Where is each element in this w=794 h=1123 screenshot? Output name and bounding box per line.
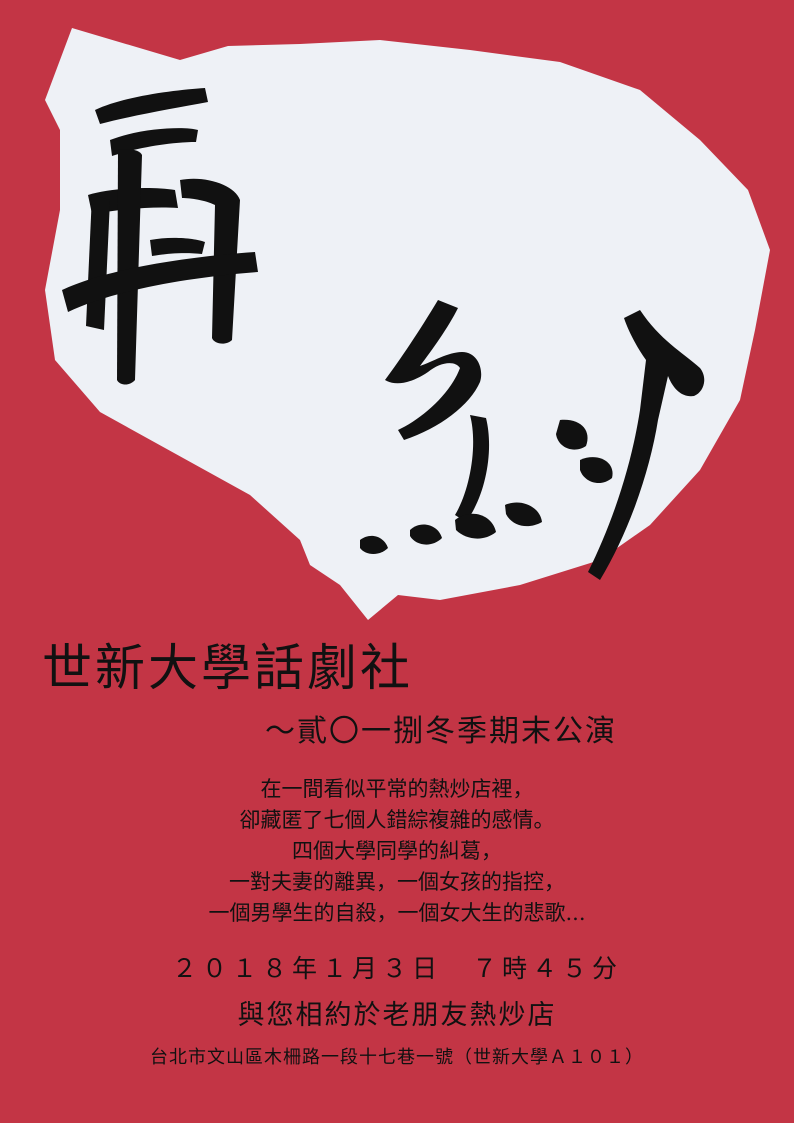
synopsis-line: 在一間看似平常的熱炒店裡， — [260, 777, 534, 801]
synopsis-line: 一對夫妻的離異，一個女孩的指控， — [229, 870, 565, 894]
organization-name: 世新大學話劇社 — [42, 639, 413, 697]
synopsis-line: 四個大學同學的糾葛， — [292, 839, 502, 863]
synopsis: 在一間看似平常的熱炒店裡， 卻藏匿了七個人錯綜複雜的感情。 四個大學同學的糾葛，… — [0, 774, 794, 929]
performance-subtitle: ～貳〇一捌冬季期末公演 — [265, 714, 617, 749]
synopsis-line: 一個男學生的自殺，一個女大生的悲歌... — [208, 901, 586, 925]
event-venue: 與您相約於老朋友熱炒店 — [237, 1000, 557, 1031]
calligraphy-title: 再約 — [62, 88, 705, 580]
event-address: 台北市文山區木柵路一段十七巷一號（世新大學Ａ１０１） — [150, 1047, 644, 1068]
synopsis-line: 卻藏匿了七個人錯綜複雜的感情。 — [239, 808, 555, 832]
event-datetime: ２０１８年１月３日 ７時４５分 — [171, 954, 622, 983]
